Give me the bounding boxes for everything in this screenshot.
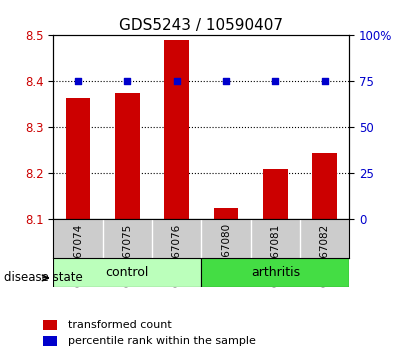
Text: GSM567074: GSM567074 (73, 223, 83, 287)
Text: GSM567075: GSM567075 (122, 223, 132, 287)
Text: GSM567080: GSM567080 (221, 223, 231, 286)
Bar (263, 169, 288, 219)
Bar (115, 93, 140, 219)
Point (272, 79, 279, 84)
Point (173, 79, 180, 84)
Text: transformed count: transformed count (68, 320, 171, 330)
FancyBboxPatch shape (53, 258, 201, 287)
Bar (43, 320, 57, 330)
Text: percentile rank within the sample: percentile rank within the sample (68, 336, 256, 346)
Bar (164, 40, 189, 219)
Text: arthritis: arthritis (251, 266, 300, 279)
Point (75, 79, 81, 84)
Bar (43, 336, 57, 346)
FancyBboxPatch shape (201, 258, 349, 287)
Text: GSM567082: GSM567082 (320, 223, 330, 287)
Text: control: control (106, 266, 149, 279)
Bar (214, 208, 238, 219)
Text: GSM567076: GSM567076 (172, 223, 182, 287)
Text: disease state: disease state (4, 272, 83, 284)
Bar (66, 97, 90, 219)
Bar (312, 153, 337, 219)
Point (223, 79, 229, 84)
Text: GSM567081: GSM567081 (270, 223, 280, 287)
Point (321, 79, 328, 84)
Point (124, 79, 131, 84)
Title: GDS5243 / 10590407: GDS5243 / 10590407 (119, 18, 284, 33)
